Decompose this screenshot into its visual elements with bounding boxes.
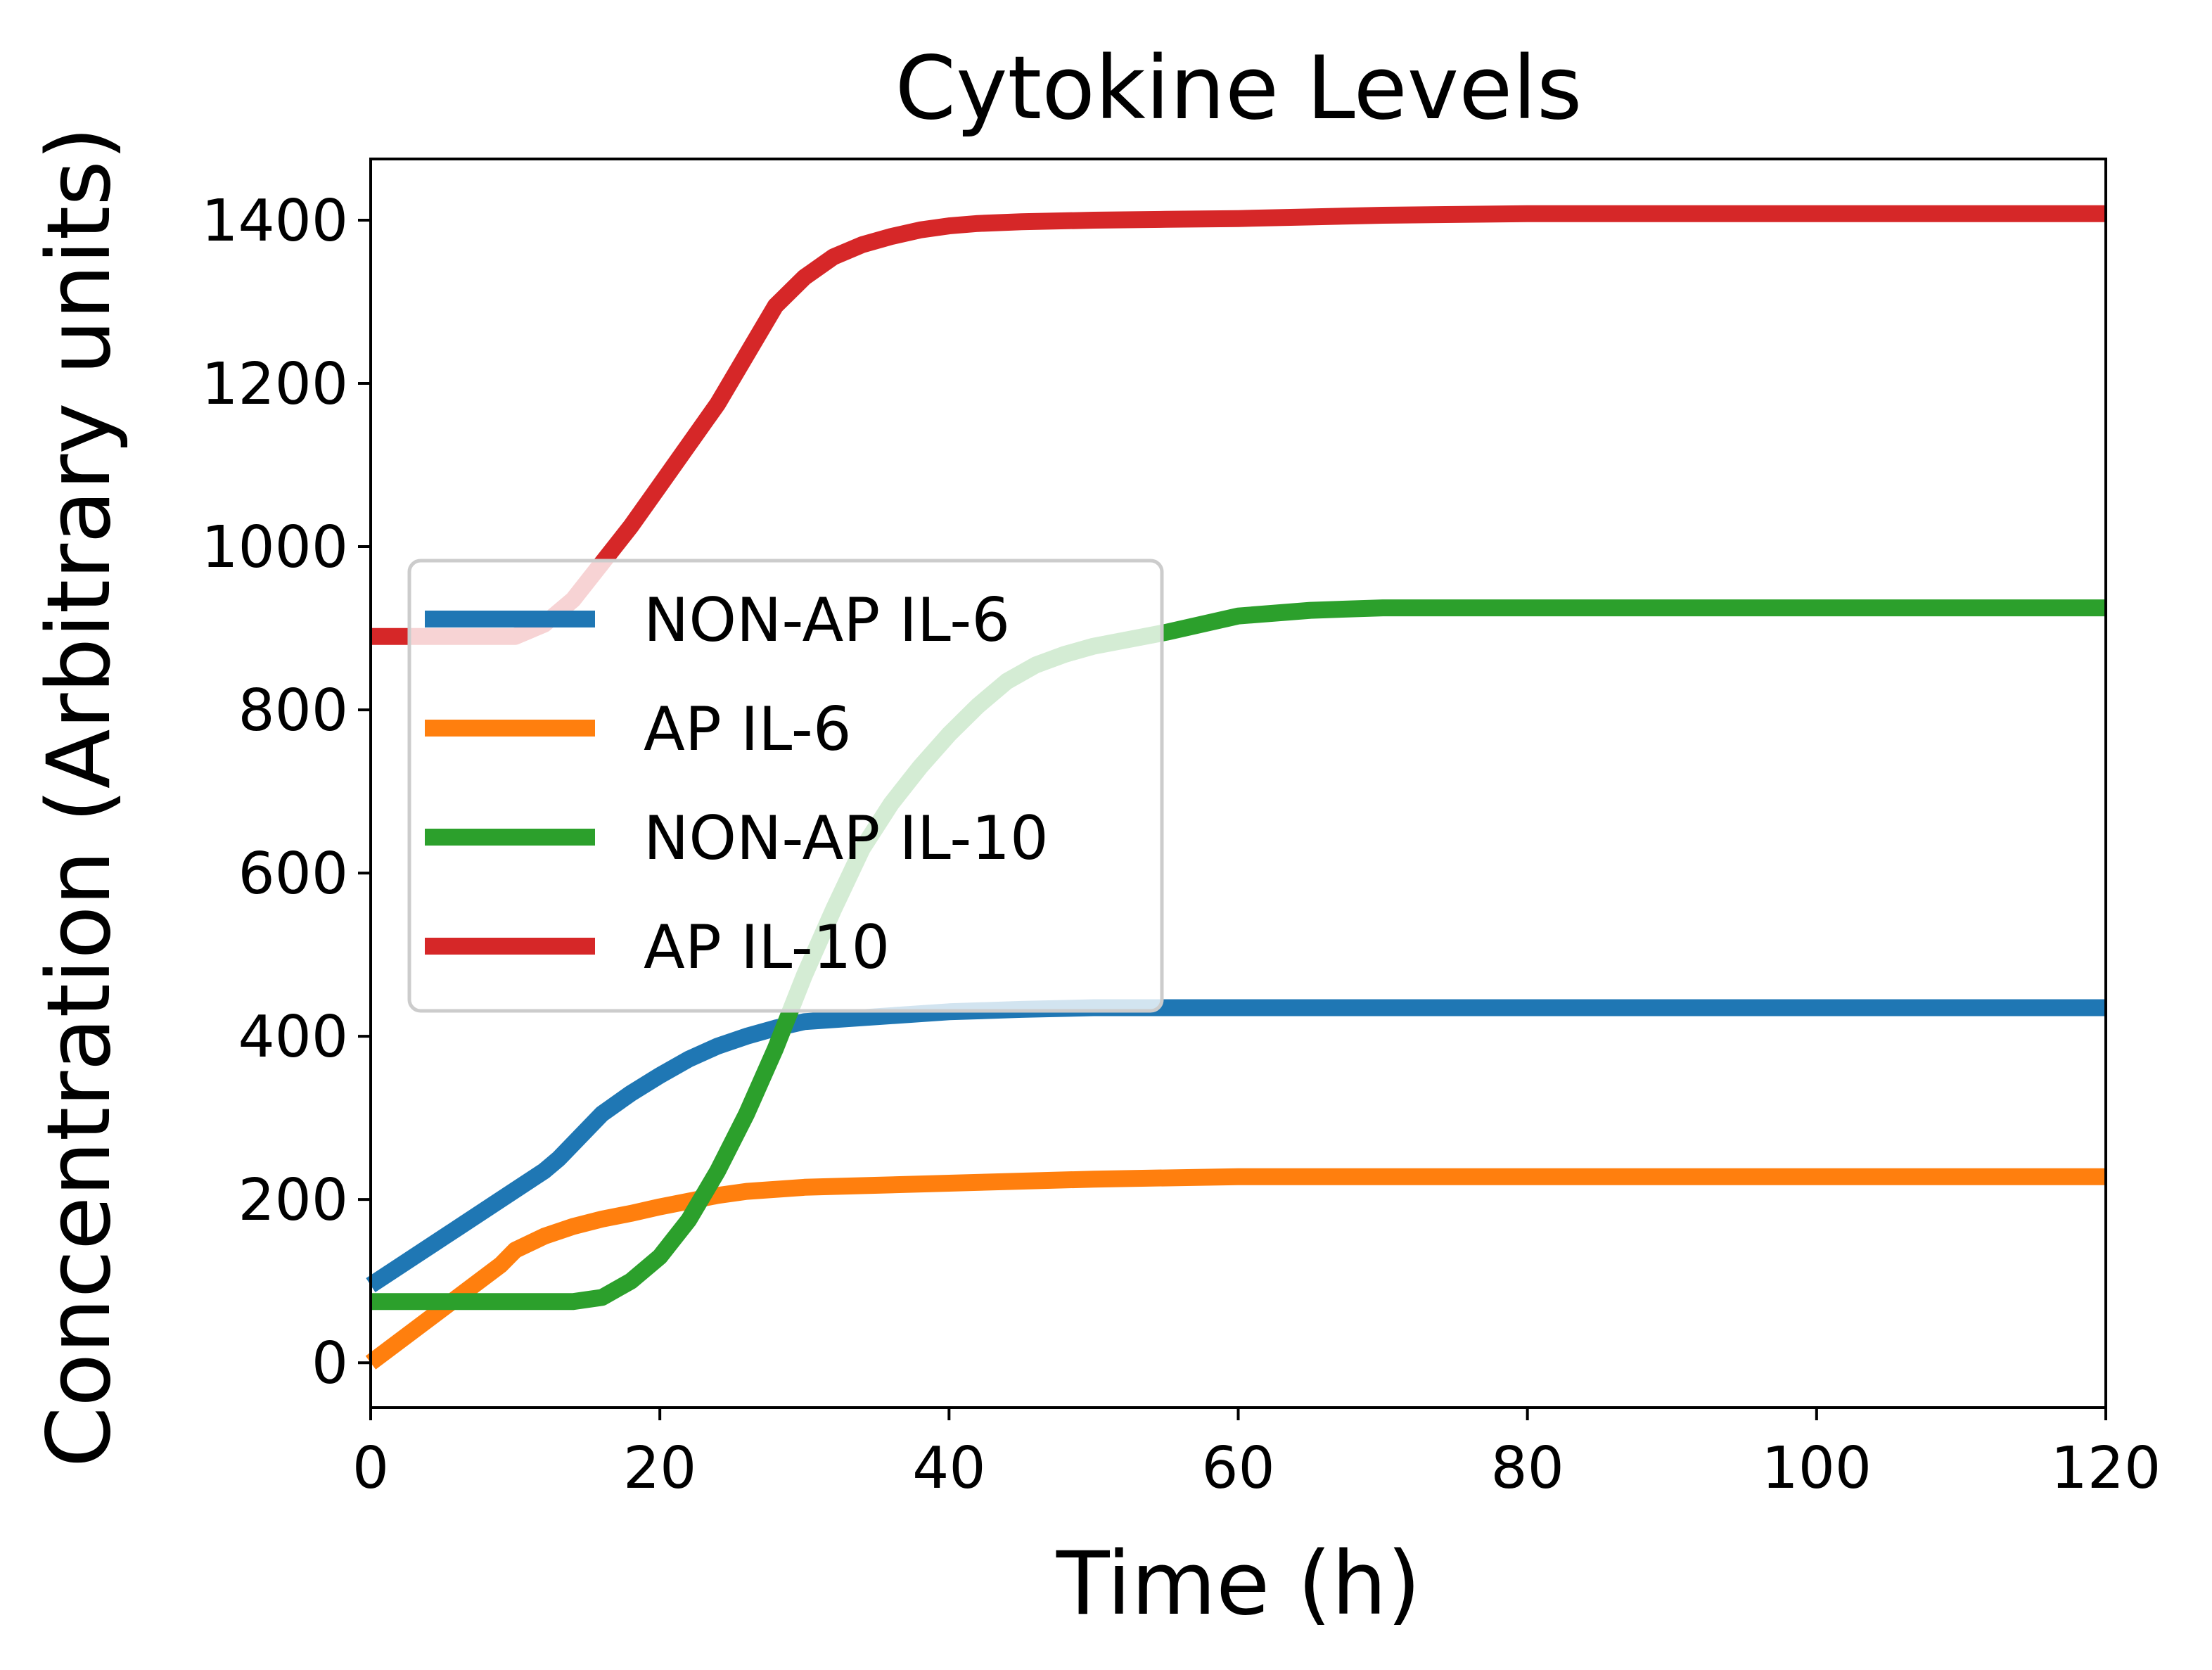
legend-label: AP IL-6 — [644, 694, 852, 765]
y-axis: 0 200 400 600 800 1000 1200 1400 — [201, 188, 371, 1397]
series-line — [366, 999, 2106, 1293]
x-tick-label: 20 — [623, 1435, 696, 1502]
chart-title: Cytokine Levels — [895, 38, 1583, 139]
y-tick-label: 1000 — [201, 514, 348, 581]
legend: NON-AP IL-6 AP IL-6 NON-AP IL-10 AP IL-10 — [407, 559, 1164, 1013]
plot-frame — [369, 158, 2107, 1409]
legend-label: AP IL-10 — [644, 912, 890, 983]
y-tick-label: 800 — [238, 677, 348, 744]
x-tick-label: 100 — [1762, 1435, 1872, 1502]
x-axis-title: Time (h) — [1056, 1534, 1421, 1635]
legend-label: NON-AP IL-10 — [644, 803, 1049, 874]
x-tick-label: 60 — [1201, 1435, 1274, 1502]
x-axis: 0 20 40 60 80 100 120 — [352, 1408, 2161, 1502]
y-tick-label: 400 — [238, 1004, 348, 1071]
x-tick-label: 80 — [1490, 1435, 1564, 1502]
series-line — [365, 1168, 2106, 1370]
y-tick-label: 1200 — [201, 351, 348, 418]
legend-box — [407, 559, 1164, 1013]
y-tick-label: 200 — [238, 1167, 348, 1234]
y-tick-label: 600 — [238, 841, 348, 907]
y-axis-title: Concentration (Arbitrary units) — [29, 127, 130, 1468]
y-tick-label: 0 — [312, 1330, 348, 1397]
x-tick-label: 120 — [2051, 1435, 2161, 1502]
legend-label: NON-AP IL-6 — [644, 585, 1010, 656]
x-tick-label: 0 — [352, 1435, 389, 1502]
x-tick-label: 40 — [912, 1435, 985, 1502]
y-tick-label: 1400 — [201, 188, 348, 255]
